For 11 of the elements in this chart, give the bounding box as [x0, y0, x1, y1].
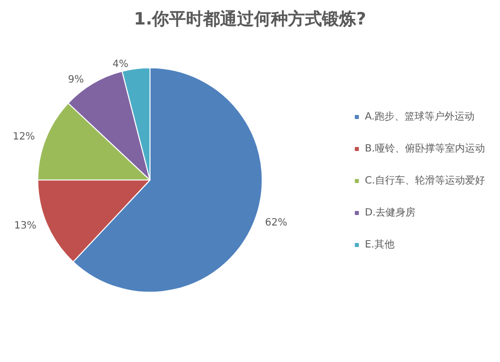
- chart-title: 1.你平时都通过何种方式锻炼?: [134, 10, 366, 30]
- legend-label: B.哑铃、俯卧撑等室内运动: [364, 142, 485, 154]
- data-label: 62%: [265, 217, 288, 228]
- data-label: 9%: [68, 74, 84, 86]
- data-label: 13%: [14, 220, 36, 232]
- data-label: 4%: [112, 59, 128, 70]
- legend-label: C.自行车、轮滑等运动爱好: [364, 174, 486, 186]
- legend-label: A.跑步、篮球等户外运动: [364, 110, 475, 122]
- legend-label: E.其他: [364, 238, 394, 250]
- data-label: 12%: [12, 132, 35, 143]
- legend-label: D.去健身房: [364, 206, 416, 218]
